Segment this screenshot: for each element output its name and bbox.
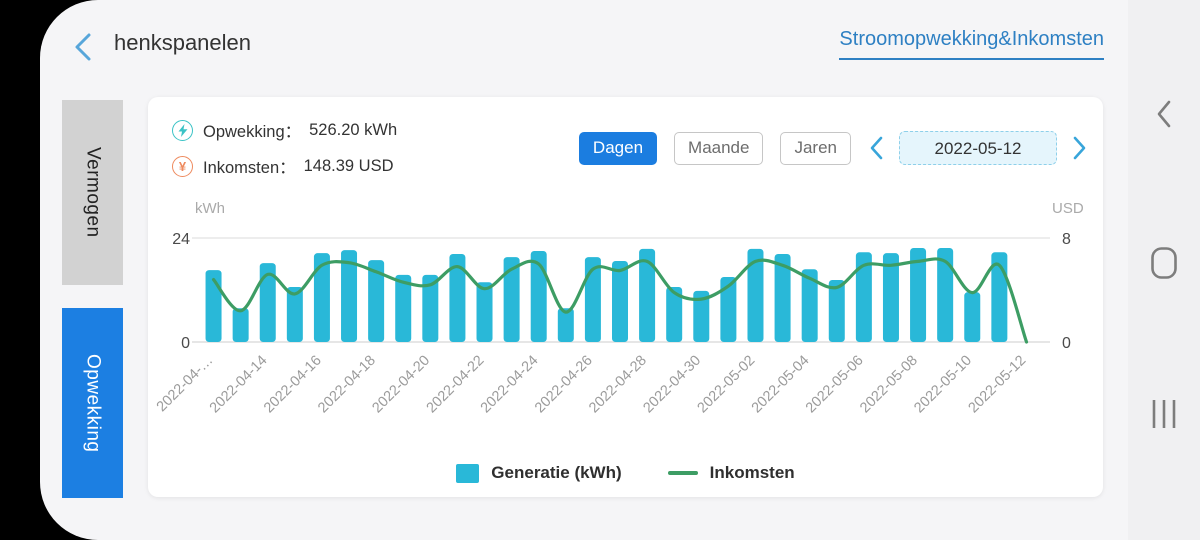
svg-text:2022-05-02: 2022-05-02 <box>695 353 759 417</box>
svg-text:0: 0 <box>1062 335 1071 352</box>
svg-text:2022-04-20: 2022-04-20 <box>369 353 433 417</box>
stat-generation: Opwekking： 526.20 kWh <box>172 117 397 143</box>
svg-text:8: 8 <box>1062 231 1071 248</box>
legend-generatie[interactable]: Generatie (kWh) <box>456 463 622 483</box>
svg-text:2022-04-18: 2022-04-18 <box>315 353 379 417</box>
period-button-maande[interactable]: Maande <box>674 131 764 165</box>
svg-text:2022-04-14: 2022-04-14 <box>207 353 271 417</box>
svg-text:2022-05-04: 2022-05-04 <box>749 353 813 417</box>
chart-area[interactable]: kWh USD 24 0 8 0 2022-04-… 2022-04-14 2022-04-16… <box>148 197 1103 455</box>
stat-income: ¥ Inkomsten： 148.39 USD <box>172 153 397 179</box>
page-title: henkspanelen <box>114 30 252 55</box>
stat-income-value: 148.39 USD <box>303 156 394 175</box>
home-icon <box>1151 247 1177 279</box>
stat-income-label: Inkomsten： <box>203 159 296 177</box>
svg-text:2022-05-10: 2022-05-10 <box>911 353 975 417</box>
chevron-left-icon <box>75 33 91 61</box>
nav-recents-button[interactable] <box>1148 398 1180 435</box>
back-chevron-icon <box>1157 100 1171 128</box>
svg-text:2022-04-24: 2022-04-24 <box>478 353 542 417</box>
svg-text:2022-04-22: 2022-04-22 <box>424 353 488 417</box>
chart-card: Opwekking： 526.20 kWh ¥ Inkomsten： 148.3… <box>148 97 1103 497</box>
android-nav-bar <box>1128 0 1200 540</box>
app-content: henkspanelen Stroomopwekking&Inkomsten V… <box>40 0 1200 540</box>
svg-text:2022-05-06: 2022-05-06 <box>803 353 867 417</box>
tab-vermogen[interactable]: Vermogen <box>62 100 123 285</box>
yen-circle-icon: ¥ <box>172 155 193 177</box>
chevron-right-icon <box>1073 136 1086 160</box>
svg-text:kWh: kWh <box>195 200 225 217</box>
tab-vermogen-label: Vermogen <box>82 147 104 238</box>
legend-generatie-label: Generatie (kWh) <box>491 463 622 482</box>
stat-generation-value: 526.20 kWh <box>309 120 398 139</box>
legend-inkomsten-label: Inkomsten <box>709 463 795 482</box>
svg-text:2022-04-26: 2022-04-26 <box>532 353 596 417</box>
line-swatch-icon <box>667 471 698 475</box>
svg-text:2022-05-12: 2022-05-12 <box>966 353 1030 417</box>
generation-income-chart[interactable]: kWh USD240802022-04-…2022-04-142022-04-16… <box>148 197 1103 455</box>
svg-text:24: 24 <box>172 231 190 248</box>
legend-inkomsten[interactable]: Inkomsten <box>667 463 795 483</box>
period-controls: Dagen Maande Jaren 2022-05-12 <box>578 131 1087 165</box>
stats-block: Opwekking： 526.20 kWh ¥ Inkomsten： 148.3… <box>172 117 397 189</box>
date-prev-button[interactable] <box>869 136 885 160</box>
chevron-left-icon <box>870 136 883 160</box>
nav-back-button[interactable] <box>1154 98 1174 135</box>
tab-opwekking-label: Opwekking <box>82 353 104 453</box>
tab-opwekking[interactable]: Opwekking <box>62 308 123 498</box>
nav-home-button[interactable] <box>1150 246 1178 285</box>
svg-text:2022-05-08: 2022-05-08 <box>857 353 921 417</box>
svg-text:USD: USD <box>1052 200 1084 217</box>
stat-generation-label: Opwekking： <box>203 123 302 141</box>
bar-swatch-icon <box>456 463 480 483</box>
svg-text:2022-04-28: 2022-04-28 <box>586 353 650 417</box>
chart-legend: Generatie (kWh) Inkomsten <box>148 463 1103 483</box>
period-button-jaren[interactable]: Jaren <box>780 131 851 165</box>
back-button[interactable] <box>72 32 102 64</box>
date-next-button[interactable] <box>1071 136 1087 160</box>
lightning-circle-icon <box>172 119 193 141</box>
recents-icon <box>1152 400 1176 428</box>
link-stroomopwekking-inkomsten[interactable]: Stroomopwekking&Inkomsten <box>839 28 1104 60</box>
svg-text:2022-04-30: 2022-04-30 <box>640 353 704 417</box>
svg-text:0: 0 <box>181 335 190 352</box>
date-picker[interactable]: 2022-05-12 <box>899 131 1057 165</box>
svg-text:2022-04-16: 2022-04-16 <box>261 353 325 417</box>
period-button-dagen[interactable]: Dagen <box>578 131 658 165</box>
